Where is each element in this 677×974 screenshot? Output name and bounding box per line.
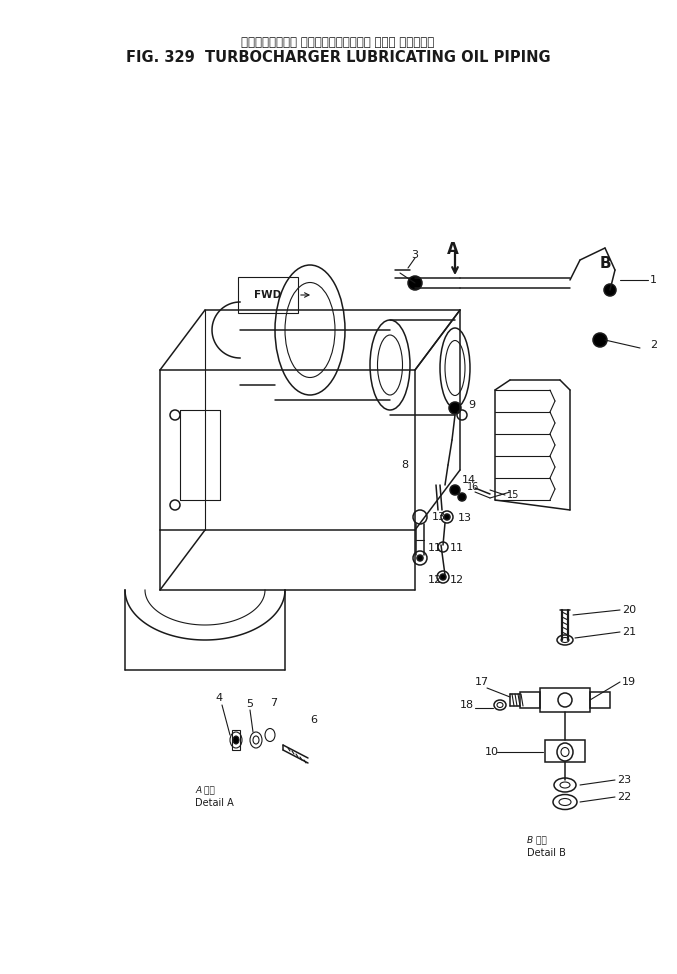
Text: B 詳細: B 詳細: [527, 836, 547, 844]
Text: 10: 10: [485, 747, 499, 757]
Text: 13: 13: [432, 512, 446, 522]
Circle shape: [440, 574, 446, 580]
Text: 15: 15: [507, 490, 519, 500]
Text: 12: 12: [450, 575, 464, 585]
Ellipse shape: [233, 736, 239, 744]
Circle shape: [408, 276, 422, 290]
Text: 19: 19: [622, 677, 636, 687]
Text: 16: 16: [467, 482, 479, 492]
Text: A: A: [447, 243, 459, 257]
Text: 22: 22: [617, 792, 631, 802]
Text: ターボチャージャ ルーブリケーティング オイル パイピング: ターボチャージャ ルーブリケーティング オイル パイピング: [242, 35, 435, 49]
Text: Detail B: Detail B: [527, 848, 566, 858]
Text: FIG. 329  TURBOCHARGER LUBRICATING OIL PIPING: FIG. 329 TURBOCHARGER LUBRICATING OIL PI…: [126, 51, 550, 65]
Text: 5: 5: [246, 699, 253, 709]
Text: 20: 20: [622, 605, 636, 615]
Text: B: B: [600, 255, 611, 271]
Text: 18: 18: [460, 700, 474, 710]
Circle shape: [593, 333, 607, 347]
Text: 12: 12: [428, 575, 442, 585]
Text: 4: 4: [215, 693, 222, 703]
Text: Detail A: Detail A: [195, 798, 234, 808]
Text: 17: 17: [475, 677, 489, 687]
Circle shape: [444, 514, 450, 520]
Text: 23: 23: [617, 775, 631, 785]
Circle shape: [604, 284, 616, 296]
Text: 21: 21: [622, 627, 636, 637]
Text: FWD: FWD: [255, 290, 282, 300]
Text: 7: 7: [270, 698, 277, 708]
Text: 11: 11: [450, 543, 464, 553]
Circle shape: [449, 402, 461, 414]
Text: 6: 6: [310, 715, 317, 725]
Text: 14: 14: [462, 475, 476, 485]
Circle shape: [458, 493, 466, 501]
Text: 9: 9: [468, 400, 475, 410]
Text: 3: 3: [412, 250, 418, 260]
Text: A 詳細: A 詳細: [195, 785, 215, 795]
Text: 8: 8: [401, 460, 408, 470]
Text: 2: 2: [650, 340, 657, 350]
Text: 11: 11: [428, 543, 442, 553]
Text: 13: 13: [458, 513, 472, 523]
Circle shape: [450, 485, 460, 495]
Text: 1: 1: [650, 275, 657, 285]
Circle shape: [417, 555, 423, 561]
